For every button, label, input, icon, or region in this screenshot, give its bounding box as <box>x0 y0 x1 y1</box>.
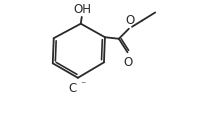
Text: OH: OH <box>74 3 92 16</box>
Text: ⁻: ⁻ <box>80 81 85 91</box>
Text: O: O <box>123 56 132 69</box>
Text: C: C <box>69 82 77 95</box>
Text: O: O <box>126 14 135 27</box>
